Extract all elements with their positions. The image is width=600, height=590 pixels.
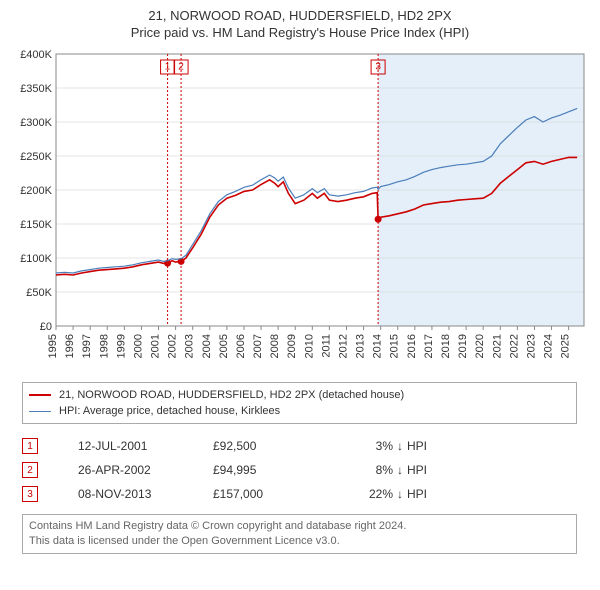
svg-text:2003: 2003 — [184, 334, 196, 358]
svg-text:£400K: £400K — [20, 49, 52, 61]
legend-label-red: 21, NORWOOD ROAD, HUDDERSFIELD, HD2 2PX … — [59, 389, 404, 401]
down-arrow-icon: ↓ — [393, 439, 407, 453]
svg-text:2004: 2004 — [201, 334, 213, 358]
down-arrow-icon: ↓ — [393, 463, 407, 477]
transaction-price: £157,000 — [213, 487, 333, 501]
svg-text:2006: 2006 — [235, 334, 247, 358]
footer-line1: Contains HM Land Registry data © Crown c… — [29, 519, 570, 534]
svg-text:2018: 2018 — [440, 334, 452, 358]
svg-text:£150K: £150K — [20, 219, 52, 231]
svg-text:2025: 2025 — [560, 334, 572, 358]
svg-text:£50K: £50K — [26, 287, 52, 299]
svg-text:2010: 2010 — [303, 334, 315, 358]
svg-text:£250K: £250K — [20, 151, 52, 163]
transaction-hpi-label: HPI — [407, 463, 447, 477]
svg-text:£100K: £100K — [20, 253, 52, 265]
svg-text:1996: 1996 — [64, 334, 76, 358]
svg-text:2017: 2017 — [423, 334, 435, 358]
svg-text:2023: 2023 — [525, 334, 537, 358]
svg-text:1: 1 — [165, 62, 171, 73]
legend-swatch-red — [29, 394, 51, 396]
legend-swatch-blue — [29, 411, 51, 412]
transaction-row: 2 26-APR-2002£94,9958%↓HPI — [22, 458, 577, 482]
footer-line2: This data is licensed under the Open Gov… — [29, 534, 570, 549]
transaction-marker-box: 3 — [22, 486, 38, 502]
svg-text:2011: 2011 — [320, 334, 332, 358]
title-address: 21, NORWOOD ROAD, HUDDERSFIELD, HD2 2PX — [12, 8, 588, 23]
svg-text:1997: 1997 — [81, 334, 93, 358]
svg-text:2014: 2014 — [372, 334, 384, 358]
svg-text:2008: 2008 — [269, 334, 281, 358]
svg-text:2020: 2020 — [474, 334, 486, 358]
svg-text:2012: 2012 — [337, 334, 349, 358]
svg-text:2: 2 — [178, 62, 184, 73]
transaction-price: £94,995 — [213, 463, 333, 477]
transaction-date: 12-JUL-2001 — [78, 439, 213, 453]
svg-text:2015: 2015 — [389, 334, 401, 358]
footer-box: Contains HM Land Registry data © Crown c… — [22, 514, 577, 554]
transaction-price: £92,500 — [213, 439, 333, 453]
svg-text:2001: 2001 — [150, 334, 162, 358]
svg-text:1995: 1995 — [47, 334, 59, 358]
transaction-row: 3 08-NOV-2013£157,00022%↓HPI — [22, 482, 577, 506]
transaction-delta: 3% — [333, 439, 393, 453]
svg-text:2000: 2000 — [132, 334, 144, 358]
svg-text:2013: 2013 — [355, 334, 367, 358]
svg-text:2016: 2016 — [406, 334, 418, 358]
line-chart-svg: £0 £50K £100K £150K £200K £250K £300K £350K £400… — [12, 46, 588, 376]
title-subtitle: Price paid vs. HM Land Registry's House … — [12, 25, 588, 40]
transactions-table: 112-JUL-2001£92,5003%↓HPI226-APR-2002£94… — [22, 434, 577, 506]
svg-text:2002: 2002 — [167, 334, 179, 358]
svg-text:2005: 2005 — [218, 334, 230, 358]
chart-page: 21, NORWOOD ROAD, HUDDERSFIELD, HD2 2PX … — [0, 0, 600, 590]
legend-row-blue: HPI: Average price, detached house, Kirk… — [29, 403, 570, 419]
svg-text:2009: 2009 — [286, 334, 298, 358]
legend-row-red: 21, NORWOOD ROAD, HUDDERSFIELD, HD2 2PX … — [29, 387, 570, 403]
svg-text:£0: £0 — [40, 321, 52, 333]
legend-box: 21, NORWOOD ROAD, HUDDERSFIELD, HD2 2PX … — [22, 382, 577, 424]
legend-label-blue: HPI: Average price, detached house, Kirk… — [59, 405, 280, 417]
transaction-row: 1 12-JUL-2001£92,5003%↓HPI — [22, 434, 577, 458]
svg-text:1998: 1998 — [98, 334, 110, 358]
down-arrow-icon: ↓ — [393, 487, 407, 501]
svg-text:£350K: £350K — [20, 83, 52, 95]
svg-text:1999: 1999 — [115, 334, 127, 358]
svg-text:2022: 2022 — [508, 334, 520, 358]
transaction-delta: 22% — [333, 487, 393, 501]
svg-text:2024: 2024 — [543, 334, 555, 358]
transaction-date: 08-NOV-2013 — [78, 487, 213, 501]
svg-text:2007: 2007 — [252, 334, 264, 358]
svg-text:2021: 2021 — [491, 334, 503, 358]
chart-area: £0 £50K £100K £150K £200K £250K £300K £350K £400… — [12, 46, 588, 376]
transaction-date: 26-APR-2002 — [78, 463, 213, 477]
chart-title-block: 21, NORWOOD ROAD, HUDDERSFIELD, HD2 2PX … — [12, 8, 588, 40]
transaction-delta: 8% — [333, 463, 393, 477]
transaction-marker-box: 2 — [22, 462, 38, 478]
svg-text:£300K: £300K — [20, 117, 52, 129]
transaction-hpi-label: HPI — [407, 487, 447, 501]
svg-text:3: 3 — [375, 62, 381, 73]
svg-text:2019: 2019 — [457, 334, 469, 358]
transaction-hpi-label: HPI — [407, 439, 447, 453]
transaction-marker-box: 1 — [22, 438, 38, 454]
svg-text:£200K: £200K — [20, 185, 52, 197]
